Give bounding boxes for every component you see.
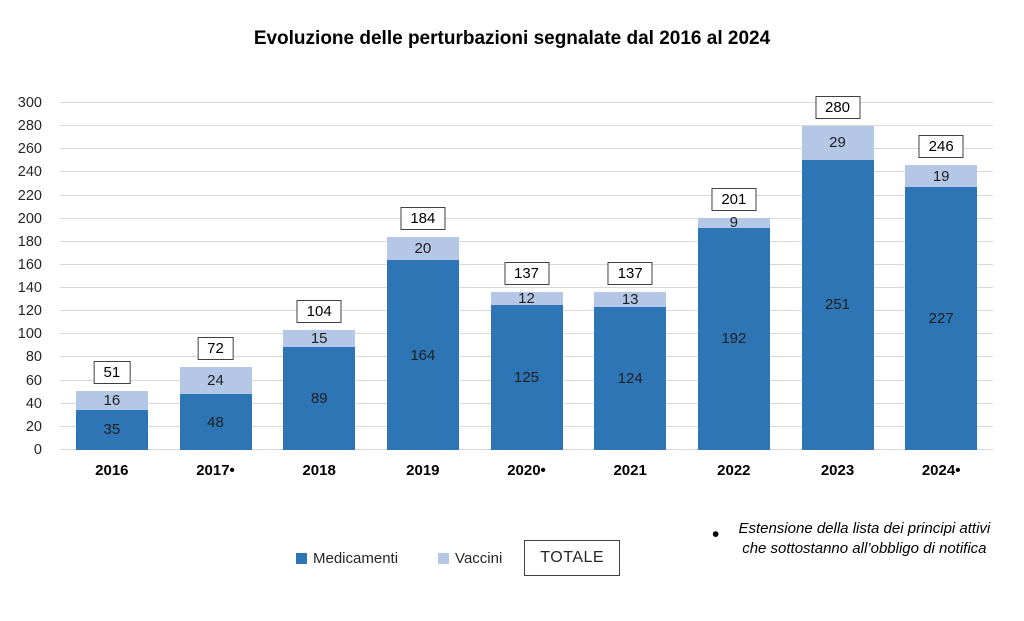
bar-value-label-vaccini: 12 xyxy=(518,289,535,307)
bar-value-label-vaccini: 15 xyxy=(310,329,328,347)
x-axis-label: 2016 xyxy=(95,462,129,479)
bar-value-label-medicamenti: 125 xyxy=(513,369,540,387)
bar-value-label-vaccini: 29 xyxy=(829,134,846,152)
footnote-text: Estensione della lista dei principi atti… xyxy=(738,520,991,557)
bar-segment-medicamenti: 124 xyxy=(594,306,667,450)
y-axis-tick-label: 300 xyxy=(17,95,42,111)
bar-value-label-vaccini: 19 xyxy=(932,167,950,185)
x-axis-label: 2018 xyxy=(302,462,336,479)
chart-title: Evoluzione delle perturbazioni segnalate… xyxy=(253,28,771,49)
bar-segment-medicamenti: 227 xyxy=(905,187,978,450)
bar-segment-vaccini: 13 xyxy=(594,290,667,308)
bar-series: 35 16 51 2016 48 24 72 2017• 89 15 104 2018 164 20 184… xyxy=(60,96,993,479)
total-label: 246 xyxy=(918,135,964,159)
legend-label-vaccini: Vaccini xyxy=(455,549,503,567)
y-axis: 0 20 40 60 80 100 120 140 160 180 200 220 240 260 280 3… xyxy=(2,95,52,458)
legend-item-vaccini: Vaccini xyxy=(438,550,502,567)
bar-value-label-medicamenti: 124 xyxy=(617,369,643,387)
bar-value-label-vaccini: 20 xyxy=(414,240,432,258)
y-axis-tick-label: 220 xyxy=(17,187,42,204)
x-axis-label: 2017• xyxy=(196,462,235,479)
bar-value-label-medicamenti: 89 xyxy=(310,390,328,408)
gridline xyxy=(60,240,993,242)
y-axis-tick-label: 0 xyxy=(33,442,42,458)
gridline xyxy=(60,217,993,219)
total-label: 104 xyxy=(296,299,342,323)
x-axis-label: 2023 xyxy=(820,462,855,479)
bar-segment-medicamenti: 35 xyxy=(75,409,148,450)
x-axis-label: 2019 xyxy=(406,462,440,479)
x-axis-label: 2021 xyxy=(613,462,647,479)
bar-segment-vaccini: 20 xyxy=(386,237,459,261)
y-axis-tick-label: 100 xyxy=(17,326,42,343)
bar-segment-vaccini: 29 xyxy=(801,126,874,160)
footnote: • Estensione della lista dei principi at… xyxy=(700,519,1018,558)
total-label: 280 xyxy=(814,96,861,120)
y-axis-tick-label: 160 xyxy=(17,256,42,273)
bar-segment-vaccini: 24 xyxy=(179,366,252,395)
bar-value-label-medicamenti: 35 xyxy=(103,421,121,439)
medicamenti-swatch-icon xyxy=(296,552,307,564)
bar-segment-medicamenti: 251 xyxy=(801,159,874,450)
bar-value-label-vaccini: 16 xyxy=(103,391,121,409)
bar-segment-medicamenti: 192 xyxy=(697,227,770,450)
gridline xyxy=(60,125,993,127)
vaccini-swatch-icon xyxy=(438,552,450,564)
y-axis-tick-label: 180 xyxy=(17,233,42,250)
bar-segment-vaccini: 15 xyxy=(283,329,356,348)
legend-item-medicamenti: Medicamenti xyxy=(296,550,398,567)
y-axis-tick-label: 80 xyxy=(25,349,42,366)
legend-totale-box: TOTALE xyxy=(524,540,621,576)
x-axis-label: 2022 xyxy=(717,462,751,479)
total-label: 137 xyxy=(607,261,653,285)
y-axis-tick-label: 240 xyxy=(17,164,42,181)
y-axis-tick-label: 280 xyxy=(17,118,42,135)
legend-label-medicamenti: Medicamenti xyxy=(313,549,399,567)
gridline xyxy=(60,287,993,289)
gridline xyxy=(60,194,993,196)
total-label: 137 xyxy=(503,261,550,285)
chart-plot-area: 0 20 40 60 80 100 120 140 160 180 200 220 240 260 280 3… xyxy=(18,95,993,479)
y-axis-tick-label: 120 xyxy=(17,303,42,320)
bar-segment-vaccini: 16 xyxy=(75,391,148,410)
bar-segment-vaccini: 12 xyxy=(490,289,563,307)
total-label: 184 xyxy=(400,207,446,231)
bar-value-label-medicamenti: 48 xyxy=(207,413,224,431)
x-axis-label: 2020• xyxy=(507,462,546,479)
bar-value-label-medicamenti: 164 xyxy=(410,346,436,364)
y-axis-tick-label: 40 xyxy=(25,395,42,412)
y-axis-tick-label: 140 xyxy=(17,280,42,297)
bar-segment-vaccini: 9 xyxy=(697,214,770,231)
total-label: 51 xyxy=(93,361,131,385)
gridline xyxy=(60,148,993,150)
bar-segment-medicamenti: 125 xyxy=(490,305,563,450)
bar-value-label-medicamenti: 192 xyxy=(721,330,747,348)
bar-value-label-vaccini: 13 xyxy=(621,290,639,308)
y-axis-tick-label: 200 xyxy=(17,210,42,227)
bar-value-label-medicamenti: 251 xyxy=(824,296,851,314)
bar-value-label-vaccini: 24 xyxy=(207,372,224,390)
bar-value-label-medicamenti: 227 xyxy=(928,310,954,328)
footnote-bullet-icon: • xyxy=(712,523,720,546)
gridline xyxy=(60,171,993,173)
bar-value-label-vaccini: 9 xyxy=(729,214,738,232)
y-axis-tick-label: 20 xyxy=(25,418,42,435)
total-label: 72 xyxy=(197,336,234,360)
y-axis-tick-label: 60 xyxy=(25,372,42,389)
bar-segment-vaccini: 19 xyxy=(905,165,978,188)
total-label: 201 xyxy=(711,187,757,211)
y-axis-tick-label: 260 xyxy=(17,141,42,158)
x-axis-label: 2024• xyxy=(921,462,961,479)
gridline xyxy=(60,102,993,103)
bar-segment-medicamenti: 48 xyxy=(179,394,252,450)
bar-segment-medicamenti: 164 xyxy=(386,260,459,450)
legend: Medicamenti Vaccini TOTALE xyxy=(296,536,621,580)
bar-segment-medicamenti: 89 xyxy=(283,347,356,450)
